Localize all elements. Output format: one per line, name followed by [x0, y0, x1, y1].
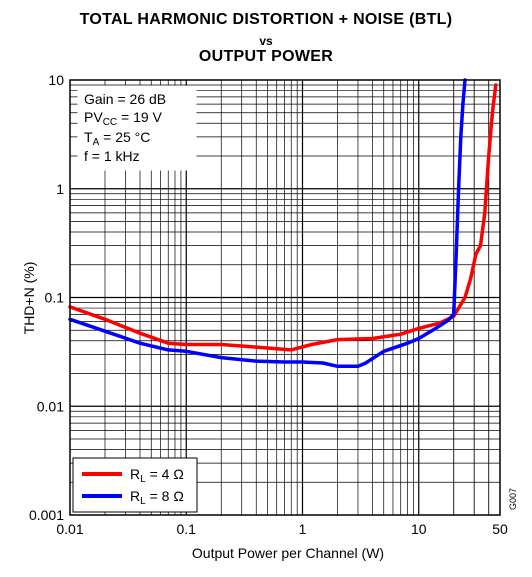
chart-title-line1: TOTAL HARMONIC DISTORTION + NOISE (BTL)	[79, 11, 453, 28]
x-tick-label: 1	[299, 521, 307, 537]
x-tick-label: 10	[411, 521, 427, 537]
chart-title-line3: OUTPUT POWER	[198, 48, 334, 65]
ta-label: TA = 25 °C	[84, 129, 150, 148]
freq-label: f = 1 kHz	[84, 148, 140, 164]
y-tick-label: 0.01	[37, 398, 64, 414]
series-curves	[68, 78, 498, 369]
x-tick-labels: 0.01 0.1 1 10 50	[56, 521, 508, 537]
series-line-1	[68, 78, 467, 369]
chart-title-line2: vs	[259, 34, 273, 48]
x-tick-label: 0.1	[177, 521, 197, 537]
x-axis-label: Output Power per Channel (W)	[192, 545, 384, 561]
legend-label-8ohm: RL = 8 Ω	[130, 488, 184, 507]
legend-label-4ohm: RL = 4 Ω	[130, 466, 184, 485]
x-tick-label: 50	[492, 521, 508, 537]
x-tick-label: 0.01	[56, 521, 83, 537]
plot-frame	[69, 79, 501, 516]
legend-box	[72, 457, 198, 513]
y-tick-label: 10	[48, 72, 64, 88]
figure-code: G007	[508, 488, 518, 510]
legend: RL = 4 Ω RL = 8 Ω	[72, 457, 198, 513]
series-line-0	[68, 83, 498, 352]
y-tick-label: 1	[56, 181, 64, 197]
pvcc-label: PVCC = 19 V	[84, 109, 163, 128]
y-axis-label: THD+N (%)	[21, 262, 37, 335]
y-tick-label: 0.1	[45, 290, 65, 306]
y-tick-label: 0.001	[29, 507, 64, 523]
gain-label: Gain = 26 dB	[84, 91, 166, 107]
y-tick-labels: 10 1 0.1 0.01 0.001	[29, 72, 64, 523]
conditions-box: Gain = 26 dB PVCC = 19 V TA = 25 °C f = …	[77, 85, 197, 171]
